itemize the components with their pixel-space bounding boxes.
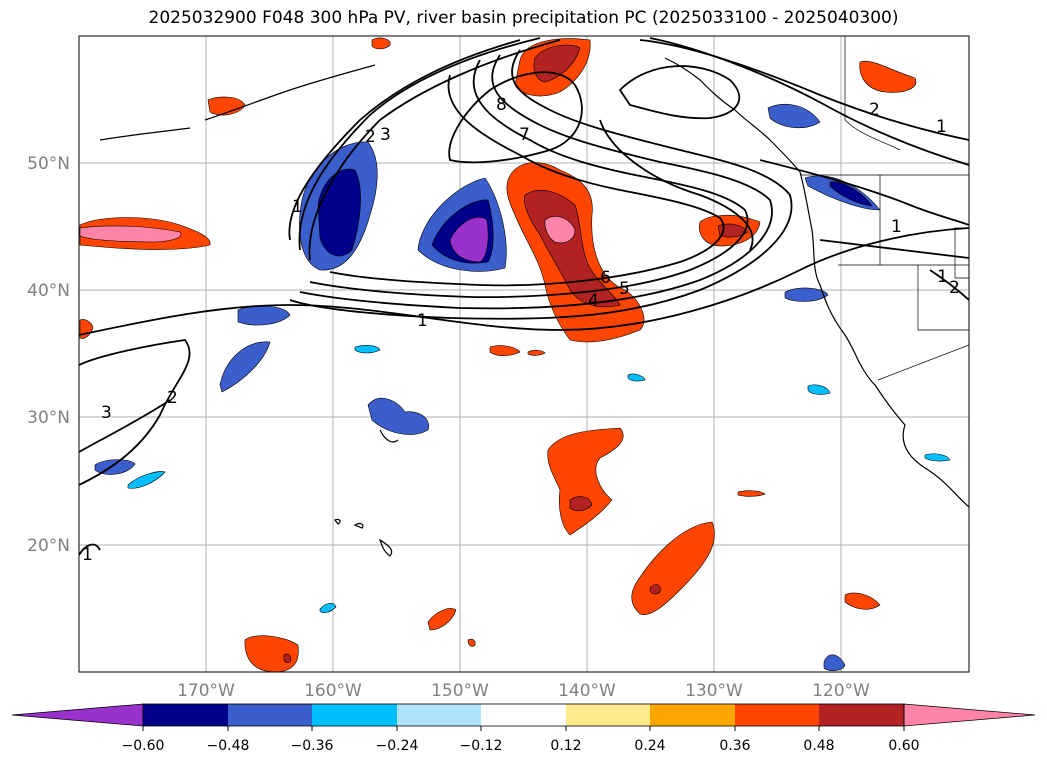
colorbar-tick-label: 0.48 — [803, 738, 834, 754]
colorbar-segment — [819, 704, 904, 726]
colorbar-arrow-high — [903, 703, 1036, 727]
gridlines — [79, 36, 969, 672]
svg-text:1: 1 — [936, 117, 947, 137]
svg-text:1: 1 — [417, 311, 428, 331]
lat-label-40n: 40°N — [27, 281, 70, 301]
colorbar-tick-label: 0.36 — [719, 738, 750, 754]
longitude-labels: 170°W 160°W 150°W 140°W 130°W 120°W — [177, 681, 870, 701]
svg-text:5: 5 — [619, 279, 630, 299]
colorbar-tick-label: −0.36 — [291, 738, 334, 754]
colorbar-segment — [397, 704, 481, 726]
colorbar-segment — [650, 704, 735, 726]
precip-positive-regions — [79, 37, 917, 672]
svg-text:3: 3 — [380, 125, 391, 145]
lon-label-130w: 130°W — [685, 681, 743, 701]
precip-negative-regions — [94, 104, 951, 671]
colorbar-segment — [481, 704, 566, 726]
colorbar-arrow-low — [11, 703, 144, 727]
lon-label-170w: 170°W — [177, 681, 235, 701]
colorbar: −0.60 −0.48 −0.36 −0.24 −0.12 0.12 0.24 … — [11, 703, 1036, 754]
colorbar-segment — [735, 704, 819, 726]
lon-label-160w: 160°W — [304, 681, 362, 701]
colorbar-tick-label: −0.48 — [207, 738, 250, 754]
svg-text:2: 2 — [869, 100, 880, 120]
lon-label-140w: 140°W — [558, 681, 616, 701]
colorbar-segment — [143, 704, 228, 726]
colorbar-tick-label: 0.24 — [634, 738, 665, 754]
lat-label-50n: 50°N — [27, 154, 70, 174]
svg-text:7: 7 — [519, 125, 530, 145]
colorbar-tick-marks — [142, 726, 905, 731]
coastlines — [99, 57, 969, 557]
svg-text:3: 3 — [101, 403, 112, 423]
colorbar-segment — [566, 704, 650, 726]
svg-text:2: 2 — [365, 127, 376, 147]
colorbar-tick-label: −0.60 — [122, 738, 165, 754]
pos-anomaly-140w-25n — [547, 427, 624, 536]
map-title: 2025032900 F048 300 hPa PV, river basin … — [148, 8, 899, 28]
svg-text:1: 1 — [937, 267, 948, 287]
svg-text:4: 4 — [588, 291, 599, 311]
svg-text:8: 8 — [496, 95, 507, 115]
lat-label-30n: 30°N — [27, 408, 70, 428]
colorbar-segment — [228, 704, 312, 726]
svg-text:1: 1 — [891, 217, 902, 237]
pv-contours — [79, 37, 969, 556]
colorbar-tick-label: 0.12 — [550, 738, 581, 754]
colorbar-tick-label: −0.12 — [460, 738, 503, 754]
colorbar-segment — [312, 704, 397, 726]
lon-label-120w: 120°W — [812, 681, 870, 701]
svg-text:2: 2 — [949, 278, 960, 298]
map-frame — [78, 35, 970, 673]
latitude-labels: 50°N 40°N 30°N 20°N — [27, 154, 70, 556]
colorbar-tick-label: 0.60 — [888, 738, 919, 754]
svg-text:2: 2 — [167, 388, 178, 408]
map-panel — [79, 36, 969, 672]
lat-label-20n: 20°N — [27, 536, 70, 556]
svg-text:6: 6 — [600, 268, 611, 288]
lon-label-150w: 150°W — [431, 681, 489, 701]
svg-text:1: 1 — [292, 197, 303, 217]
contour-labels: 8 7 2 3 1 1 6 5 4 1 2 3 1 2 1 1 2 — [82, 95, 960, 565]
political-borders — [800, 36, 969, 381]
colorbar-tick-label: −0.24 — [376, 738, 419, 754]
svg-text:1: 1 — [82, 545, 93, 565]
